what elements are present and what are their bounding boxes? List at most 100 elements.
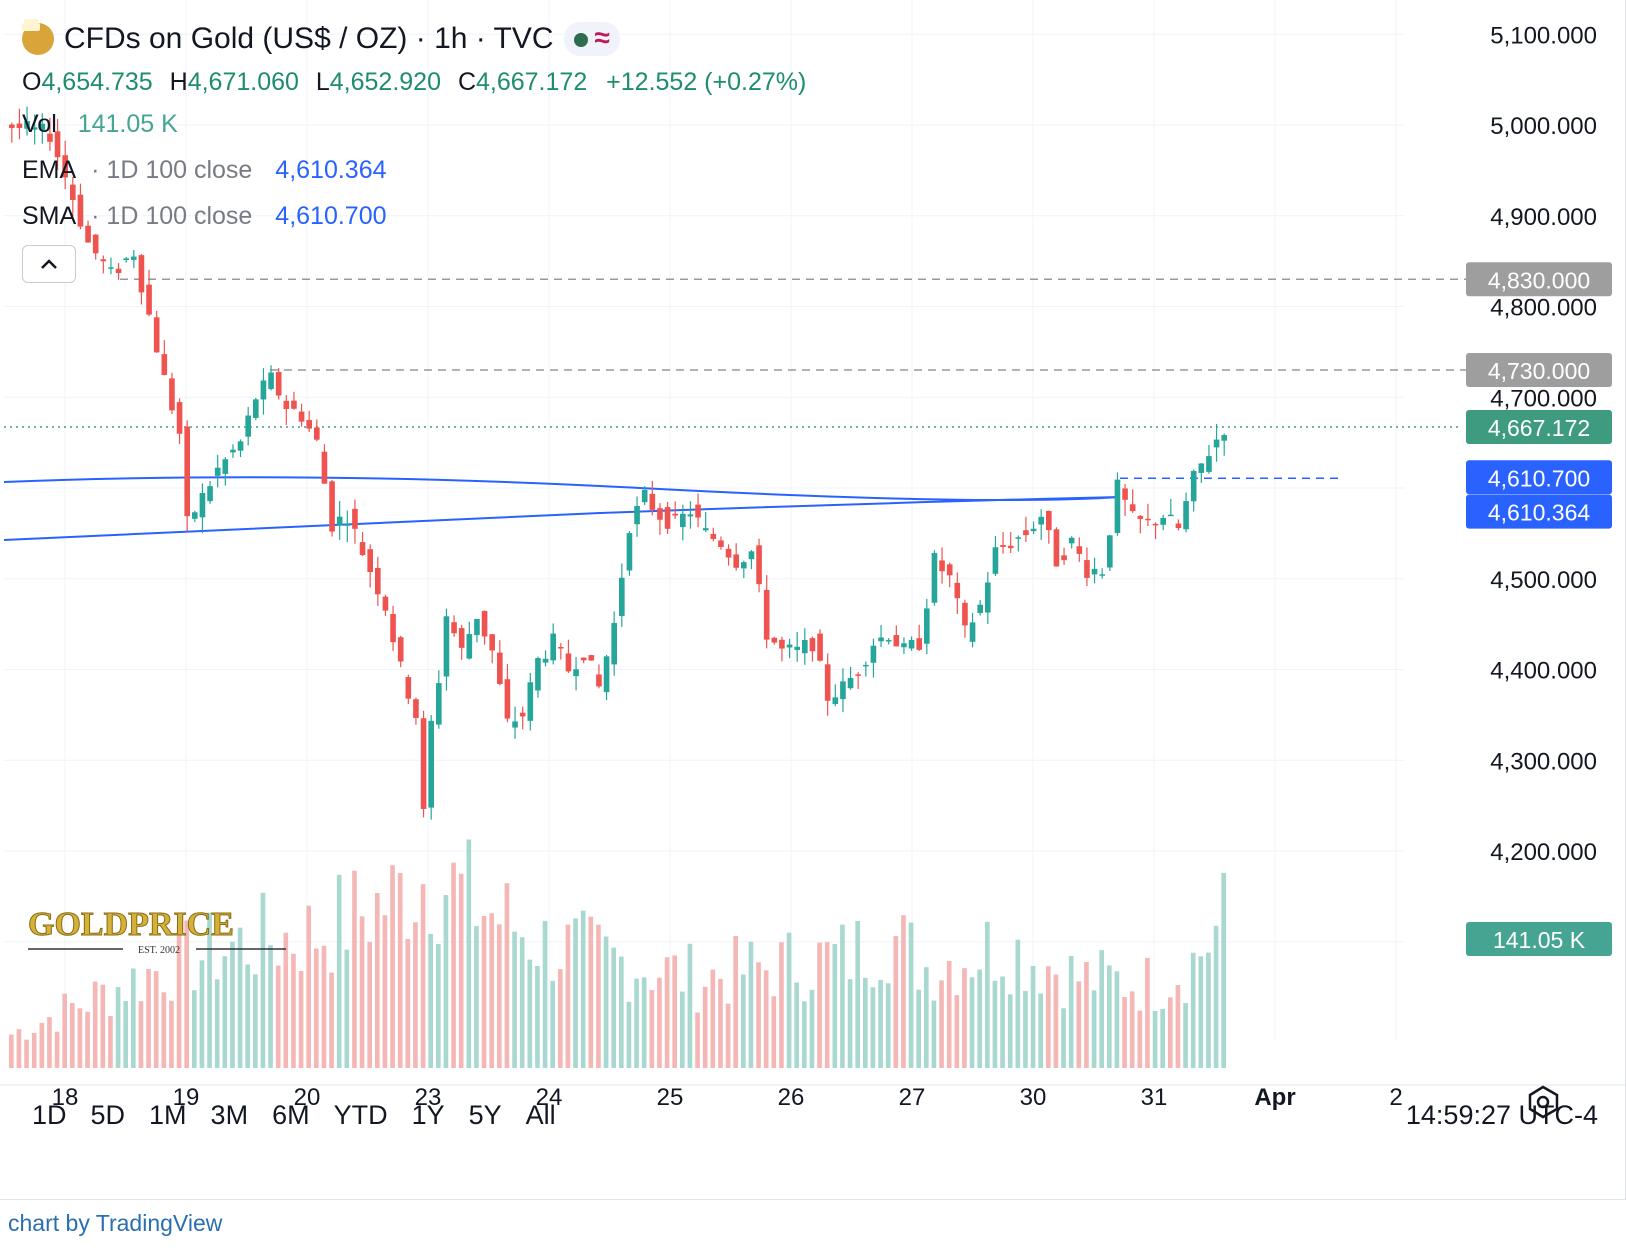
candle-body [382,596,389,611]
price-tick-label: 4,700.000 [1490,385,1597,412]
candle-body [1091,568,1098,575]
time-tick-label: 2 [1389,1084,1402,1111]
open-label: O [22,68,42,96]
candle-body [847,677,854,689]
price-chart[interactable]: 4,100.0004,200.0004,300.0004,400.0004,50… [0,0,1626,1200]
volume-bar [291,953,296,1068]
sma-legend[interactable]: SMA · 1D 100 close 4,610.700 [22,202,387,231]
candle-body [497,652,503,685]
volume-bar [283,932,289,1068]
volume-bar [474,926,479,1068]
volume-bar [1175,985,1181,1068]
ema-legend[interactable]: EMA · 1D 100 close 4,610.364 [22,156,387,185]
candle-body [336,516,343,526]
candle-body [253,399,259,418]
grid [0,0,1626,1086]
candle-body [954,582,961,599]
volume-bar [718,978,723,1068]
change-value: +12.552 (+0.27%) [606,68,807,96]
range-button-1y[interactable]: 1Y [411,1100,445,1130]
range-button-5d[interactable]: 5D [90,1100,126,1130]
candle-body [1213,439,1220,448]
candle-body [321,451,328,484]
volume-bar [809,989,815,1068]
volume-bar [840,924,845,1068]
sma-line [3,476,1121,501]
volume-bar [794,982,799,1068]
candle-body [878,637,884,642]
volume-bar [588,916,594,1068]
volume-bar [992,980,998,1068]
candle-body [1183,501,1189,530]
volume-bar [1076,981,1082,1068]
candle-body [1122,488,1128,500]
volume-bar [855,920,860,1068]
symbol-title[interactable]: CFDs on Gold (US$ / OZ) · 1h · TVC [64,22,554,55]
candle-body [291,400,297,409]
range-button-ytd[interactable]: YTD [333,1100,388,1130]
volume-bar [458,873,464,1068]
volume-bar [359,916,365,1068]
volume-bar [748,941,754,1068]
volume-bar [237,927,243,1068]
candle-body [184,426,190,517]
candle-body [1137,515,1144,519]
volume-bar [1183,1003,1188,1068]
volume-bar [817,942,822,1068]
candle-body [466,634,473,659]
volume-bar [634,978,639,1068]
watermark-est: EST. 2002 [138,945,180,955]
tradingview-credit[interactable]: chart by TradingView [8,1210,223,1236]
volume-bar [985,921,990,1068]
volume-bar [962,968,967,1068]
candle-body [329,481,335,532]
candle-body [580,657,587,661]
candle-body [1129,504,1136,512]
volume-bar [85,1011,90,1068]
volume-bar [1053,974,1059,1068]
candle-body [1068,537,1075,544]
candle-body [519,712,526,717]
volume-bar [268,945,273,1068]
range-button-6m[interactable]: 6M [272,1100,310,1130]
level-badge-4830-bg [1466,262,1612,297]
level-badge-4830: 4,830.000 [1488,267,1590,293]
price-tick-label: 4,500.000 [1490,567,1597,594]
collapse-legend-button[interactable] [22,245,76,283]
candle-body [85,225,91,243]
candle-body [558,646,564,649]
gear-icon[interactable] [1528,1085,1559,1119]
volume-bar [108,1015,113,1068]
candle-body [1053,529,1060,567]
chevron-up-icon [41,259,57,269]
volume-bar [123,1001,128,1068]
time-axis: 18 19 20 23 24 25 26 27 30 31 Apr 2 [52,1084,1403,1111]
candle-body [504,679,511,719]
candle-body [611,622,617,665]
volume-bar [763,970,769,1068]
volume-bar [824,942,830,1068]
volume-bar [1198,956,1204,1068]
sma-params: · 1D 100 close [91,202,253,230]
volume-legend[interactable]: Vol 141.05 K [22,110,178,139]
range-button-5y[interactable]: 5Y [468,1100,502,1130]
candle-body [542,658,549,663]
volume-bar [1168,997,1173,1068]
range-button-1d[interactable]: 1D [32,1100,67,1130]
volume-bar [1190,952,1196,1068]
status-pill[interactable]: ≈ [563,22,620,56]
range-button-3m[interactable]: 3M [210,1100,249,1130]
watermark-brand: GOLDPRICE [28,906,234,943]
range-button-1m[interactable]: 1M [149,1100,187,1130]
candle-body [893,635,900,647]
candle-body [474,618,480,636]
volume-bar [1206,952,1211,1068]
candle-body [588,655,595,661]
wave-icon: ≈ [594,22,610,53]
volume-bar [245,964,250,1068]
candle-body [451,622,457,634]
volume-bar [344,949,350,1068]
candle-body [779,639,785,649]
volume-bar [657,977,662,1068]
range-button-all[interactable]: All [525,1100,556,1130]
